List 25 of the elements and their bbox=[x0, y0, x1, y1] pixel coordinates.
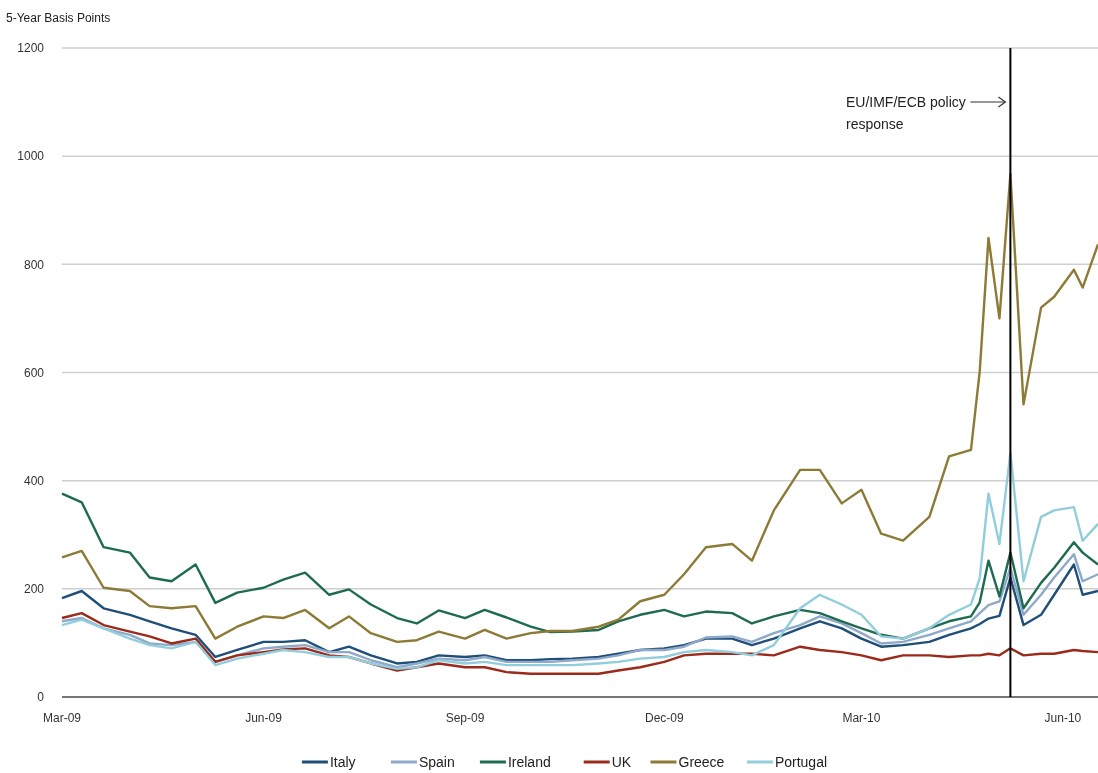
line-series bbox=[60, 451, 1098, 671]
y-tick-label: 400 bbox=[23, 473, 45, 488]
legend-label: UK bbox=[611, 753, 632, 770]
y-tick-label: 1000 bbox=[17, 149, 45, 164]
line-series bbox=[60, 172, 1098, 644]
y-tick-label: 200 bbox=[23, 582, 45, 597]
y-tick-label: 600 bbox=[23, 365, 45, 380]
line-series bbox=[60, 492, 1098, 640]
legend-label: Ireland bbox=[507, 753, 551, 770]
x-tick-label: Sep-09 bbox=[445, 711, 485, 725]
x-tick-label: Jun-09 bbox=[245, 711, 283, 725]
x-tick-label: Mar-09 bbox=[42, 711, 82, 725]
y-axis-title: 5-Year Basis Points bbox=[6, 11, 111, 25]
legend-label: Portugal bbox=[774, 753, 828, 770]
ref-line-label: EU/IMF/ECB policy response bbox=[845, 94, 966, 132]
y-tick-label: 800 bbox=[23, 257, 45, 272]
line-series bbox=[60, 611, 1098, 675]
legend-label: Greece bbox=[678, 753, 725, 770]
y-tick-label: 0 bbox=[37, 690, 45, 705]
x-tick-label: Jun-10 bbox=[1044, 711, 1082, 725]
y-tick-label: 1200 bbox=[17, 41, 45, 56]
x-tick-label: Mar-10 bbox=[842, 711, 881, 725]
legend-label: Italy bbox=[329, 753, 356, 770]
legend-label: Spain bbox=[418, 753, 455, 770]
x-tick-label: Dec-09 bbox=[644, 711, 684, 725]
